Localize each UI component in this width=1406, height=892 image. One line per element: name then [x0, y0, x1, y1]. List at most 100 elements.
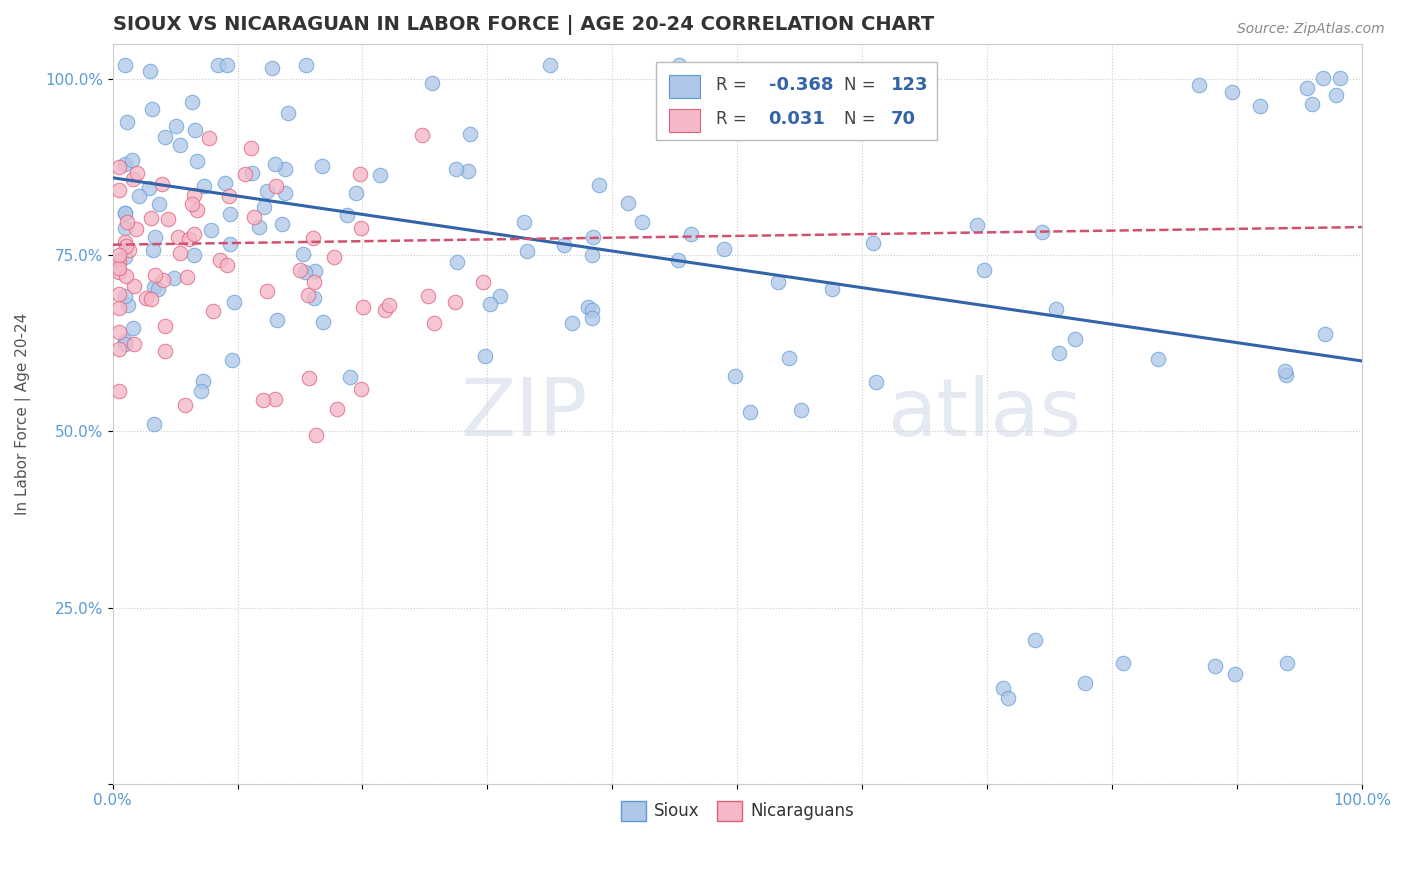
Point	[152, 273, 174, 287]
Point	[294, 58, 316, 72]
Point	[167, 229, 190, 244]
Point	[458, 127, 481, 141]
Point	[973, 263, 995, 277]
Point	[339, 370, 361, 384]
Point	[581, 303, 603, 318]
Point	[1295, 81, 1317, 95]
Point	[266, 312, 288, 326]
Point	[288, 262, 311, 277]
Point	[713, 242, 735, 256]
Point	[214, 176, 236, 190]
Point	[115, 114, 138, 128]
Point	[444, 294, 467, 309]
Point	[114, 205, 136, 219]
FancyBboxPatch shape	[669, 75, 700, 98]
Text: 0.031: 0.031	[769, 110, 825, 128]
Point	[582, 230, 605, 244]
FancyBboxPatch shape	[669, 109, 700, 132]
Point	[479, 297, 502, 311]
Point	[1031, 225, 1053, 239]
Point	[862, 236, 884, 251]
Point	[114, 58, 136, 72]
Point	[1220, 86, 1243, 100]
Point	[108, 287, 131, 301]
Point	[183, 187, 205, 202]
Point	[997, 691, 1019, 706]
Point	[416, 289, 439, 303]
Point	[457, 164, 479, 178]
Text: 70: 70	[891, 110, 915, 128]
Point	[142, 280, 165, 294]
Point	[124, 221, 146, 235]
Point	[311, 159, 333, 173]
Point	[108, 254, 131, 268]
Point	[679, 227, 702, 241]
Point	[138, 181, 160, 195]
Point	[173, 398, 195, 412]
Point	[169, 245, 191, 260]
Point	[304, 264, 326, 278]
Point	[471, 275, 494, 289]
Text: SIOUX VS NICARAGUAN IN LABOR FORCE | AGE 20-24 CORRELATION CHART: SIOUX VS NICARAGUAN IN LABOR FORCE | AGE…	[112, 15, 934, 35]
Point	[222, 294, 245, 309]
Point	[142, 244, 165, 258]
Point	[141, 292, 163, 306]
Point	[1324, 88, 1347, 103]
Legend: Sioux, Nicaraguans: Sioux, Nicaraguans	[614, 795, 860, 827]
Point	[153, 344, 176, 359]
Point	[242, 210, 264, 224]
Point	[240, 166, 263, 180]
Point	[108, 260, 131, 275]
Text: atlas: atlas	[887, 375, 1081, 453]
Point	[108, 265, 131, 279]
Point	[183, 248, 205, 262]
Point	[1074, 676, 1097, 690]
Point	[1024, 633, 1046, 648]
Point	[312, 315, 335, 329]
Point	[146, 282, 169, 296]
Point	[252, 392, 274, 407]
Point	[474, 350, 496, 364]
Point	[270, 217, 292, 231]
Point	[277, 106, 299, 120]
Point	[117, 298, 139, 312]
Point	[617, 196, 640, 211]
Point	[302, 230, 325, 244]
Point	[1045, 302, 1067, 317]
Point	[304, 275, 326, 289]
Point	[143, 268, 166, 282]
Point	[207, 58, 229, 72]
Point	[260, 61, 283, 75]
Point	[630, 214, 652, 228]
Point	[219, 206, 242, 220]
Point	[108, 160, 131, 174]
Point	[264, 392, 287, 406]
Point	[349, 221, 371, 235]
Point	[352, 300, 374, 314]
Point	[153, 130, 176, 145]
Point	[128, 189, 150, 203]
Point	[179, 232, 201, 246]
Point	[1112, 657, 1135, 671]
Point	[1301, 97, 1323, 112]
Point	[553, 237, 575, 252]
Point	[114, 239, 136, 253]
Point	[108, 342, 131, 356]
Point	[163, 271, 186, 285]
Point	[202, 304, 225, 318]
Point	[1249, 99, 1271, 113]
Point	[263, 157, 285, 171]
Point	[221, 352, 243, 367]
Point	[349, 382, 371, 396]
Point	[190, 384, 212, 398]
Point	[165, 119, 187, 133]
Point	[1147, 352, 1170, 367]
Point	[378, 298, 401, 312]
Point	[247, 220, 270, 235]
Point	[153, 318, 176, 333]
Point	[368, 169, 391, 183]
Point	[114, 337, 136, 351]
Point	[139, 63, 162, 78]
Point	[1223, 667, 1246, 681]
Point	[141, 102, 163, 116]
